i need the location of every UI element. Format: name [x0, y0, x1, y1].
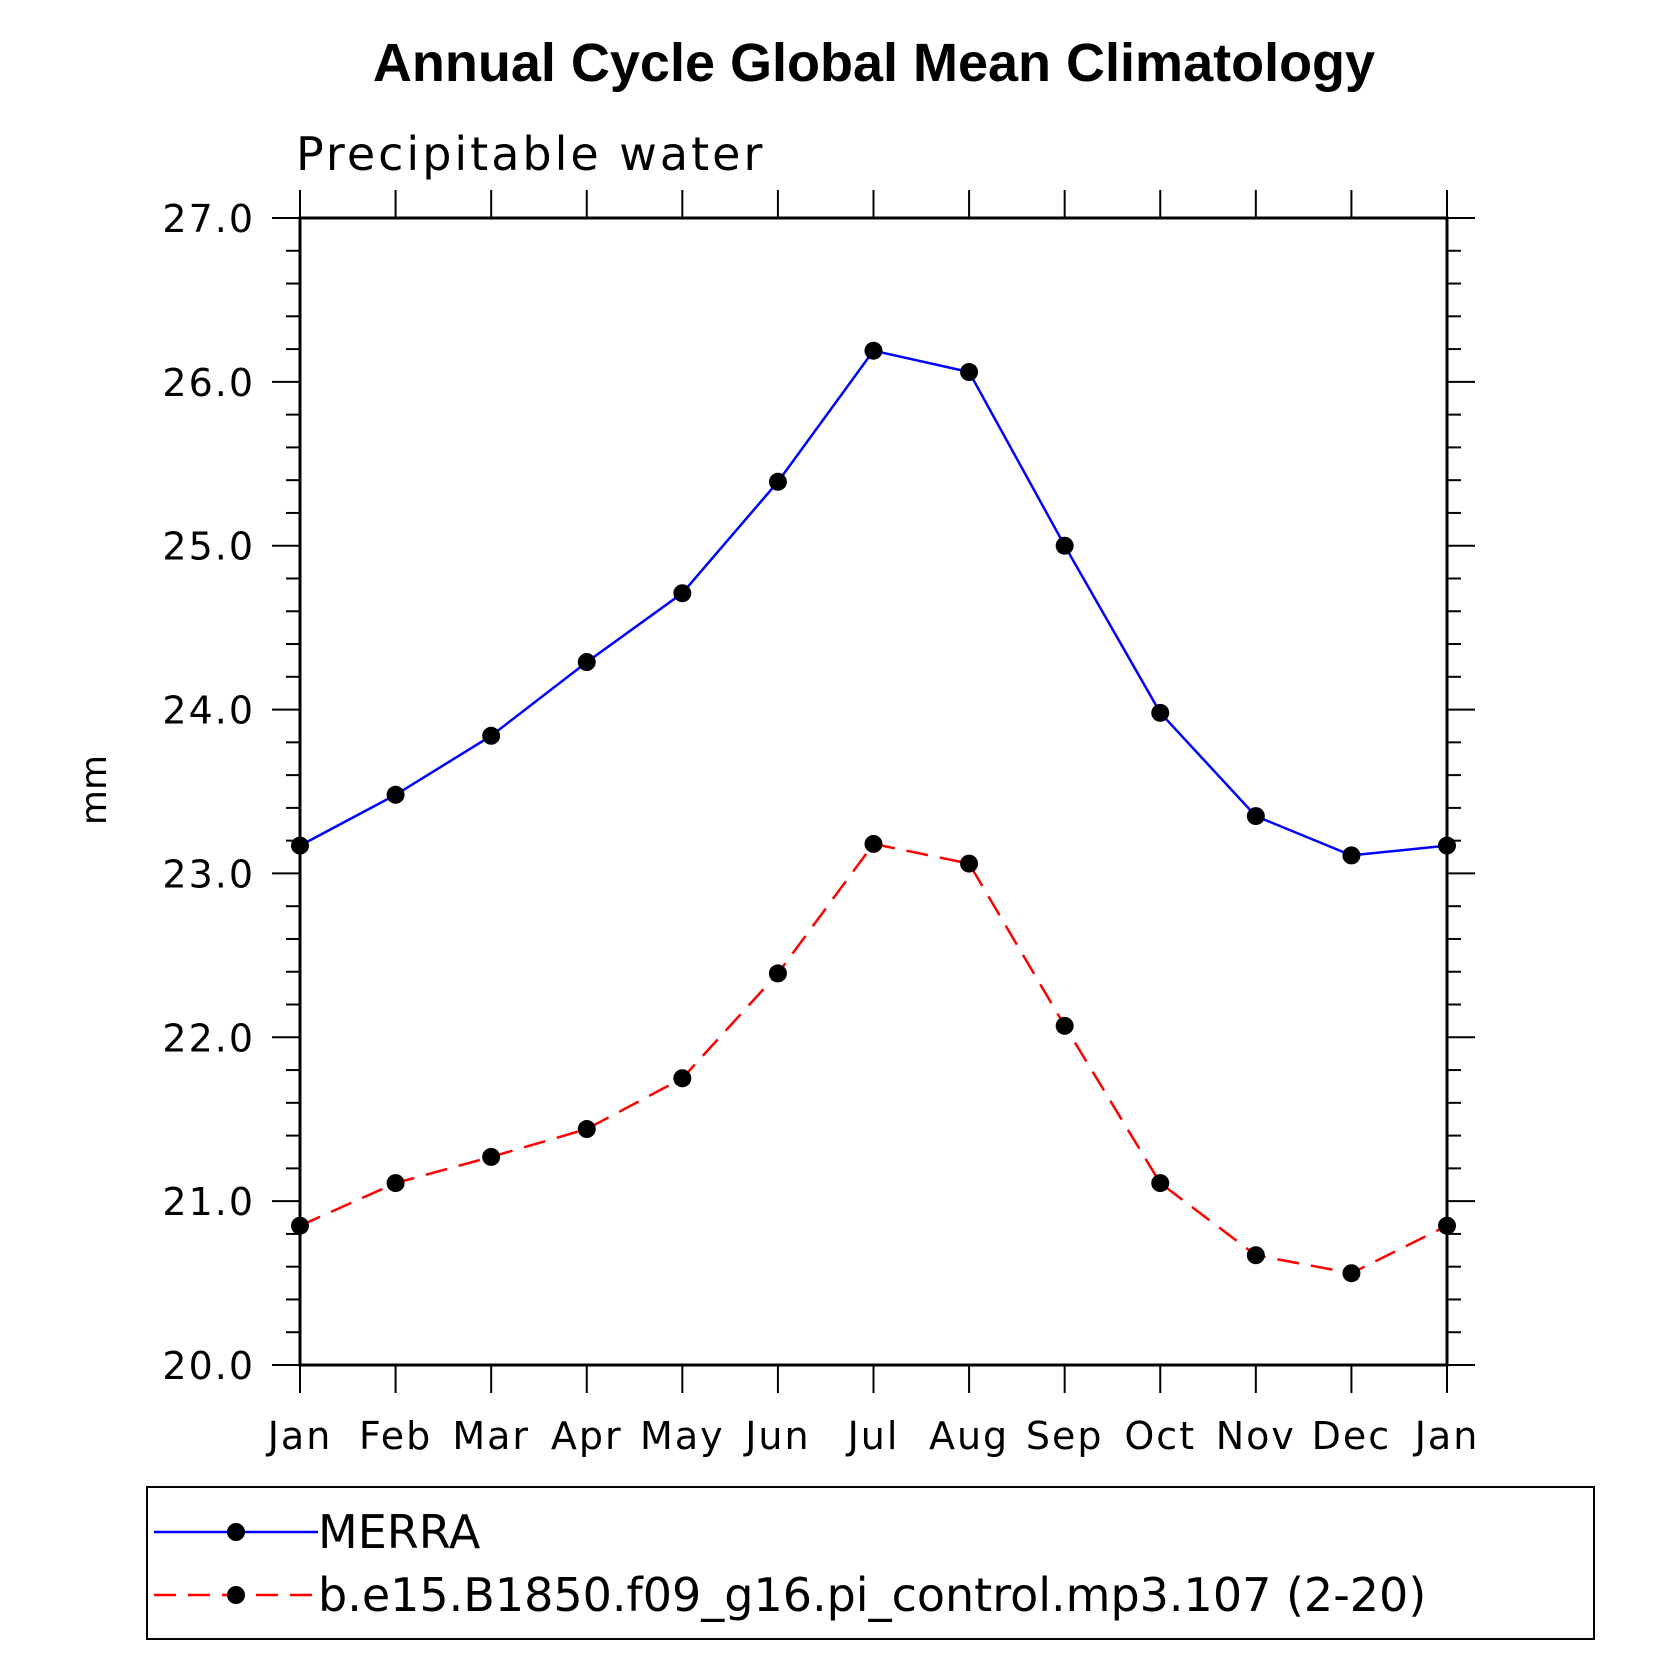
y-tick-label: 25.0: [162, 525, 255, 569]
series-point-1: [1246, 1246, 1265, 1265]
y-tick-label: 20.0: [162, 1344, 255, 1388]
series-line-0: [299, 349, 1448, 857]
x-tick-label: Jan: [1413, 1414, 1480, 1458]
y-tick-labels: 20.0 21.0 22.0 23.0 24.0 25.0 26.0 27.0: [162, 197, 255, 1388]
series-point-1: [768, 964, 787, 983]
plot-frame: [298, 216, 1449, 1367]
series-point-0: [1151, 703, 1170, 722]
x-tick-label: Jun: [743, 1414, 810, 1458]
axis-ticks: [272, 190, 1475, 1393]
series-point-1: [960, 854, 979, 873]
x-tick-label: Jan: [266, 1414, 333, 1458]
x-tick-label: Dec: [1312, 1414, 1392, 1458]
x-tick-labels: Jan Feb Mar Apr May Jun Jul Aug Sep Oct Nov Dec Jan: [266, 1414, 1480, 1458]
series-point-0: [768, 472, 787, 491]
y-tick-label: 24.0: [162, 689, 255, 733]
x-tick-label: Oct: [1124, 1414, 1196, 1458]
chart-subtitle: Precipitable water: [296, 127, 765, 181]
y-tick-label: 22.0: [162, 1016, 255, 1060]
series-point-0: [386, 785, 405, 804]
y-tick-label: 23.0: [162, 852, 255, 896]
series-point-0: [1246, 807, 1265, 826]
chart-title: Annual Cycle Global Mean Climatology: [373, 33, 1375, 93]
series-point-0: [960, 363, 979, 382]
legend-label-0: MERRA: [318, 1505, 481, 1559]
series-point-0: [1055, 536, 1074, 555]
series-point-0: [577, 653, 596, 672]
y-tick-label: 27.0: [162, 197, 255, 241]
series-point-1: [673, 1069, 692, 1088]
series-point-1: [1055, 1016, 1074, 1035]
series-point-1: [291, 1216, 309, 1235]
y-axis-label: mm: [74, 755, 115, 825]
series-point-1: [386, 1174, 405, 1193]
legend-marker-0: [227, 1523, 245, 1541]
series-point-0: [1438, 836, 1456, 855]
series-point-1: [577, 1120, 596, 1139]
x-tick-label: May: [640, 1414, 725, 1458]
series-point-0: [864, 341, 883, 360]
x-tick-label: Sep: [1026, 1414, 1104, 1458]
x-tick-label: Aug: [929, 1414, 1009, 1458]
series-point-1: [1151, 1174, 1170, 1193]
series-point-1: [864, 834, 883, 853]
series-point-0: [1342, 846, 1361, 865]
series-point-0: [291, 836, 309, 855]
series-layer: [291, 341, 1456, 1283]
x-tick-label: Nov: [1216, 1414, 1296, 1458]
x-tick-label: Feb: [359, 1414, 432, 1458]
x-tick-label: Jul: [846, 1414, 900, 1458]
y-tick-label: 21.0: [162, 1180, 255, 1224]
x-tick-label: Apr: [551, 1414, 623, 1458]
legend: MERRA b.e15.B1850.f09_g16.pi_control.mp3.…: [146, 1486, 1595, 1640]
legend-box: [146, 1486, 1595, 1640]
series-point-1: [1342, 1264, 1361, 1283]
x-tick-label: Mar: [452, 1414, 530, 1458]
series-point-0: [673, 584, 692, 603]
y-tick-label: 26.0: [162, 361, 255, 405]
legend-label-1: b.e15.B1850.f09_g16.pi_control.mp3.107 (…: [318, 1568, 1426, 1622]
series-point-0: [482, 726, 501, 745]
plot-border: [298, 216, 1449, 1367]
series-line-1: [299, 842, 1448, 1275]
series-point-1: [482, 1147, 501, 1166]
series-point-1: [1438, 1216, 1456, 1235]
legend-marker-1: [227, 1586, 245, 1604]
